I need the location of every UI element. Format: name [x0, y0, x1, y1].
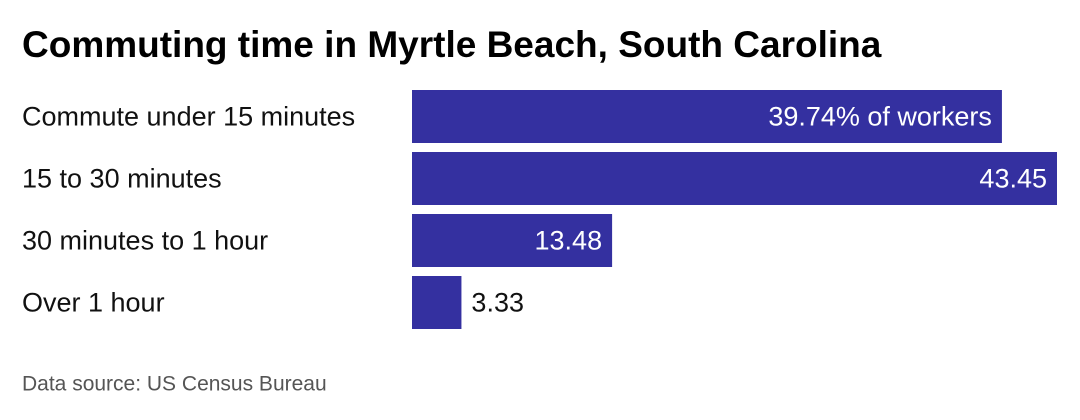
value-label: 43.45 [979, 164, 1047, 194]
value-label: 39.74% of workers [768, 102, 992, 132]
bar [412, 214, 613, 267]
category-label: Over 1 hour [22, 288, 165, 318]
bar [412, 90, 1002, 143]
value-label: 13.48 [535, 226, 603, 256]
bar [412, 276, 462, 329]
source-note: Data source: US Census Bureau [22, 373, 327, 396]
category-label: Commute under 15 minutes [22, 102, 355, 132]
chart-title: Commuting time in Myrtle Beach, South Ca… [22, 24, 882, 65]
bar [412, 152, 1057, 205]
category-label: 15 to 30 minutes [22, 164, 222, 194]
category-label: 30 minutes to 1 hour [22, 226, 268, 256]
value-label: 3.33 [471, 288, 524, 318]
